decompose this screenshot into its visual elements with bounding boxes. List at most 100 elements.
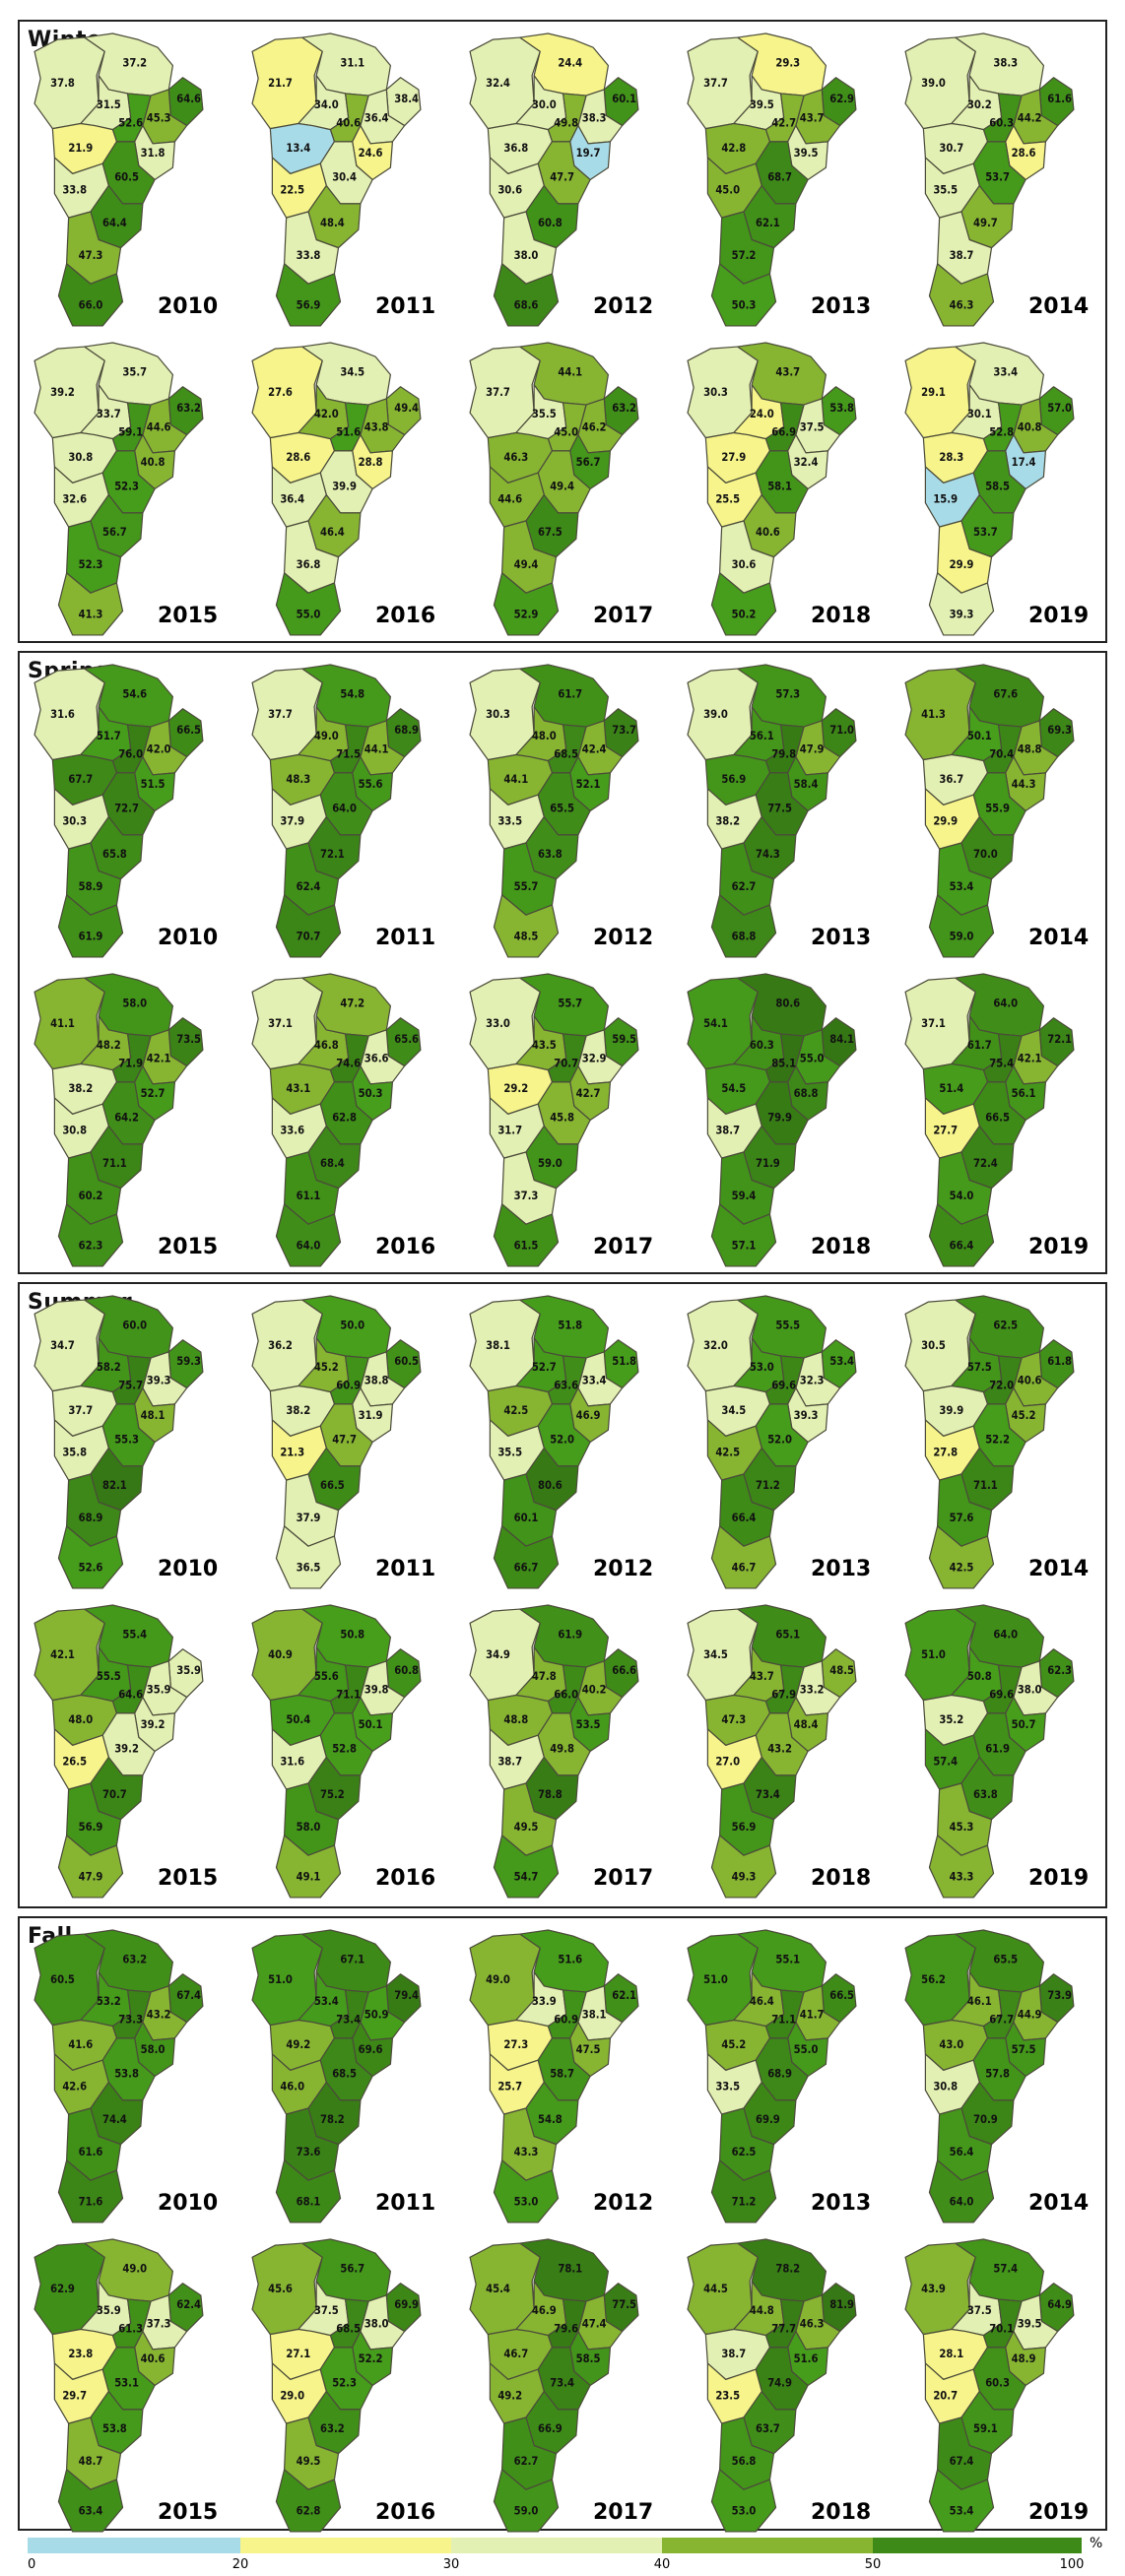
region-value-label: 34.5 (703, 1648, 728, 1661)
region-value-label: 33.7 (97, 408, 121, 420)
region-value-label: 66.5 (829, 1989, 854, 2002)
region-value-label: 71.0 (829, 724, 854, 737)
region-value-label: 21.3 (280, 1447, 304, 1459)
region-12 (928, 263, 995, 327)
choropleth-map: 31.6 54.6 51.7 66.5 42.0 76.0 51.5 67.7 72.7 30.3… (33, 664, 204, 958)
region-value-label: 51.0 (921, 1648, 946, 1661)
choropleth-map: 45.4 78.1 46.9 77.5 47.4 79.6 58.5 46.7 73.4 49.2… (469, 2238, 639, 2533)
region-value-label: 59.5 (612, 1033, 636, 1046)
region-value-label: 35.5 (497, 1447, 522, 1459)
region-value-label: 37.5 (800, 420, 825, 433)
region-value-label: 72.1 (1047, 1033, 1072, 1046)
region-value-label: 35.7 (122, 366, 147, 379)
region-value-label: 57.5 (1012, 2043, 1036, 2056)
region-value-label: 53.4 (950, 2505, 974, 2518)
region-value-label: 45.0 (715, 184, 740, 197)
region-value-label: 57.3 (775, 688, 800, 701)
region-value-label: 49.2 (497, 2390, 522, 2403)
region-value-label: 60.5 (394, 1355, 419, 1368)
region-value-label: 48.5 (514, 931, 539, 943)
choropleth-map: 30.5 62.5 57.5 61.8 40.6 72.0 45.2 39.9 52.2 27.8… (904, 1295, 1075, 1589)
region-value-label: 58.9 (79, 880, 103, 893)
region-value-label: 43.8 (364, 420, 389, 433)
region-12 (57, 2469, 124, 2533)
region-value-label: 78.2 (775, 2263, 800, 2276)
region-value-label: 62.3 (79, 1240, 103, 1253)
region-value-label: 41.1 (50, 1017, 75, 1030)
region-value-label: 47.4 (582, 2317, 607, 2330)
year-label: 2011 (375, 1557, 436, 1581)
region-value-label: 49.3 (732, 1871, 757, 1884)
region-value-label: 72.1 (320, 848, 345, 861)
region-value-label: 48.4 (320, 217, 345, 229)
region-12 (57, 572, 124, 636)
region-value-label: 72.4 (973, 1157, 998, 1170)
region-value-label: 35.9 (97, 2304, 121, 2317)
region-value-label: 36.5 (297, 1562, 321, 1575)
region-value-label: 62.9 (829, 93, 854, 105)
region-value-label: 30.3 (486, 708, 510, 721)
color-legend: % 0 20 30 40 50 100 (28, 2536, 1102, 2573)
region-value-label: 38.3 (993, 57, 1018, 70)
region-value-label: 53.0 (732, 2505, 757, 2518)
region-value-label: 31.5 (97, 98, 121, 111)
region-value-label: 82.1 (102, 1479, 127, 1492)
region-value-label: 49.5 (514, 1821, 539, 1834)
region-value-label: 59.1 (973, 2422, 998, 2435)
legend-segment (240, 2538, 451, 2553)
region-value-label: 33.8 (297, 249, 321, 262)
region-value-label: 40.6 (756, 526, 780, 539)
region-value-label: 29.2 (503, 1082, 528, 1095)
region-value-label: 40.6 (141, 2352, 165, 2365)
region-value-label: 24.4 (558, 57, 582, 70)
region-value-label: 61.9 (558, 1629, 582, 1642)
region-value-label: 59.3 (176, 1355, 201, 1368)
region-value-label: 47.2 (340, 998, 364, 1010)
choropleth-map: 42.1 55.4 55.5 35.9 35.9 64.6 39.2 48.0 39.2 26.5… (33, 1604, 204, 1899)
region-value-label: 66.5 (320, 1479, 345, 1492)
region-12 (493, 1835, 560, 1899)
year-label: 2014 (1028, 2191, 1090, 2216)
map-spring-2017: 33.0 55.7 43.5 59.5 32.9 70.7 42.7 29.2 45.8 31.7… (467, 973, 664, 1269)
region-value-label: 33.8 (62, 184, 87, 197)
region-value-label: 43.7 (775, 366, 800, 379)
region-value-label: 21.9 (68, 142, 93, 155)
region-value-label: 64.2 (114, 1111, 139, 1124)
region-value-label: 32.9 (582, 1052, 607, 1064)
region-value-label: 48.0 (532, 730, 557, 742)
region-value-label: 38.3 (582, 111, 607, 124)
region-value-label: 42.1 (50, 1648, 75, 1661)
region-12 (275, 894, 342, 958)
region-value-label: 52.3 (79, 558, 103, 571)
region-value-label: 42.0 (147, 742, 171, 755)
choropleth-map: 37.1 47.2 46.8 65.6 36.674.6 50.3 43.1 62.8 33.6… (251, 973, 422, 1267)
region-value-label: 64.9 (1047, 2298, 1072, 2311)
region-12 (275, 1525, 342, 1589)
map-spring-2014: 41.3 67.6 50.1 69.3 48.8 70.4 44.3 36.7 55.9 29.9… (902, 664, 1099, 960)
choropleth-map: 39.0 57.3 56.1 71.0 47.9 79.8 58.4 56.9 77.5 38.2… (687, 664, 857, 958)
choropleth-map: 41.1 58.0 48.2 73.5 42.1 71.9 52.7 38.2 64.2 30.8… (33, 973, 204, 1267)
region-value-label: 70.7 (554, 1058, 578, 1070)
region-value-label: 35.2 (939, 1713, 963, 1726)
region-value-label: 51.0 (703, 1973, 728, 1986)
region-value-label: 28.3 (939, 451, 963, 464)
map-fall-2014: 56.2 65.5 46.1 73.9 44.9 67.7 57.5 43.0 57.8 30.8… (902, 1929, 1099, 2225)
map-winter-2017: 37.7 44.1 35.5 63.2 46.2 45.0 56.7 46.3 49.4 44.6… (467, 342, 664, 638)
region-value-label: 58.0 (297, 1821, 321, 1834)
region-value-label: 71.6 (79, 2196, 103, 2209)
region-12 (710, 2469, 777, 2533)
region-value-label: 66.0 (554, 1689, 578, 1702)
choropleth-map: 49.0 51.6 33.9 62.1 38.1 60.9 47.5 27.3 58.7 25.7… (469, 1929, 639, 2223)
region-value-label: 81.9 (829, 2298, 854, 2311)
region-value-label: 44.2 (1018, 111, 1042, 124)
region-value-label: 62.3 (1047, 1664, 1072, 1677)
region-value-label: 20.7 (933, 2390, 958, 2403)
region-value-label: 46.3 (800, 2317, 825, 2330)
region-value-label: 35.8 (62, 1447, 87, 1459)
region-value-label: 48.8 (1018, 742, 1042, 755)
region-value-label: 38.1 (486, 1339, 510, 1352)
region-value-label: 60.5 (114, 170, 139, 183)
region-value-label: 49.4 (394, 402, 419, 415)
region-12 (493, 2469, 560, 2533)
region-value-label: 44.8 (750, 2304, 774, 2317)
